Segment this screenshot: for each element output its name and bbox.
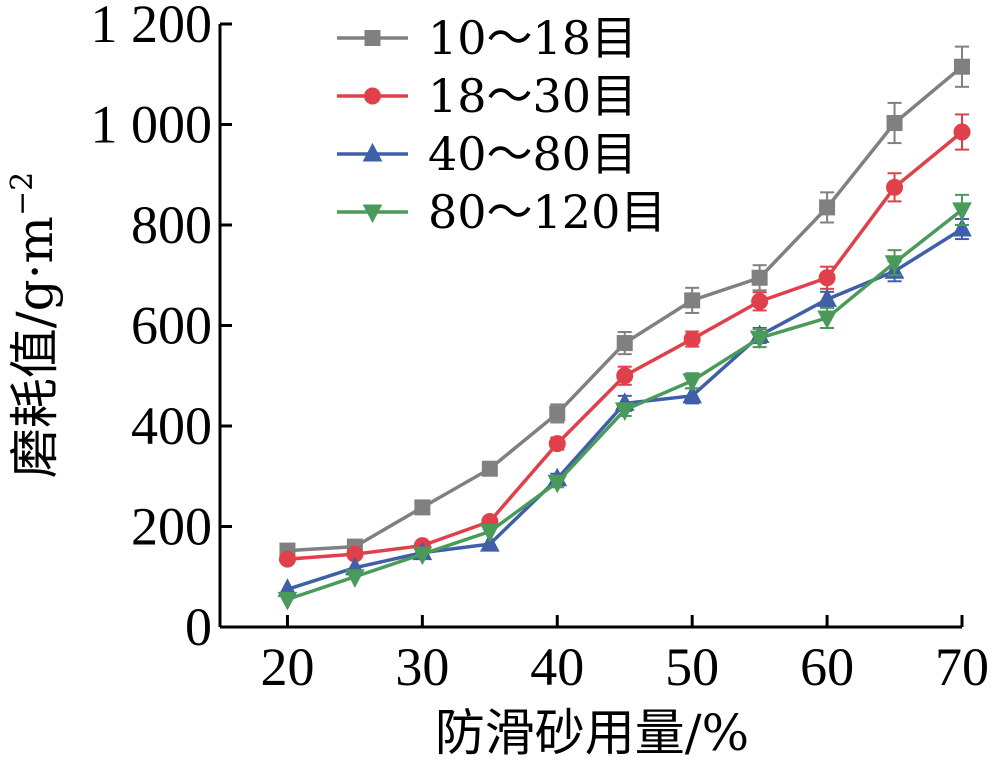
y-tick-label: 0	[185, 597, 212, 657]
y-tick-label: 600	[131, 296, 212, 356]
legend-item: 18～30目	[337, 69, 637, 123]
data-point	[751, 292, 769, 310]
data-point	[481, 460, 498, 477]
legend-item: 80～120目	[337, 185, 666, 239]
legend-item: 10～18目	[337, 11, 637, 65]
data-point	[952, 217, 972, 237]
series-4	[277, 193, 972, 611]
data-point	[817, 288, 837, 307]
data-point	[278, 550, 296, 568]
data-point	[884, 255, 905, 274]
data-point	[684, 292, 701, 309]
x-tick-label: 30	[395, 637, 449, 697]
data-point	[412, 546, 433, 566]
legend-label: 40～80目	[428, 127, 637, 181]
x-tick-label: 50	[665, 637, 719, 697]
x-axis-title: 防滑砂用量/%	[435, 704, 749, 760]
y-tick-label: 1 000	[91, 95, 213, 155]
series-layer	[277, 45, 972, 611]
data-point	[345, 569, 365, 588]
data-point	[817, 310, 837, 330]
data-point	[683, 330, 701, 348]
y-tick-label: 1 200	[91, 0, 213, 54]
legend-label: 80～120目	[428, 185, 666, 239]
y-tick-label: 400	[131, 396, 212, 456]
data-point	[886, 178, 904, 196]
x-tick-label: 60	[800, 637, 854, 697]
y-tick-label: 200	[131, 497, 212, 557]
data-point	[414, 499, 431, 516]
data-point	[954, 58, 970, 75]
data-point	[548, 435, 566, 453]
data-point	[886, 114, 903, 131]
data-point	[616, 367, 634, 385]
data-point	[277, 591, 298, 611]
legend-marker	[362, 204, 383, 224]
y-axis-title-main: 磨耗值/g·m	[6, 216, 64, 478]
data-point	[952, 202, 972, 221]
data-point	[547, 474, 568, 494]
axes: 0 200 400 600 800 1 000 1 200 20 30 40 50 60 70	[91, 0, 990, 697]
legend-marker	[364, 87, 381, 105]
data-point	[749, 330, 770, 350]
legend-label: 18～30目	[428, 69, 637, 123]
data-point	[682, 373, 703, 392]
x-tick-label: 40	[530, 637, 584, 697]
data-point	[819, 199, 836, 216]
data-point	[549, 405, 566, 422]
series-1	[279, 45, 970, 559]
y-tick-label: 800	[131, 195, 212, 255]
legend-marker	[364, 30, 381, 46]
data-point	[616, 335, 633, 352]
data-point	[818, 269, 836, 287]
x-tick-label: 70	[935, 637, 989, 697]
data-point	[953, 123, 971, 141]
y-axis-title: 磨耗值/g·m−2	[5, 172, 64, 478]
legend-label: 10～18目	[428, 11, 637, 65]
legend-marker	[362, 142, 383, 162]
data-point	[751, 269, 768, 286]
data-point	[479, 524, 500, 543]
data-point	[682, 384, 703, 404]
x-tick-label: 20	[260, 637, 314, 697]
data-point	[614, 402, 635, 421]
y-axis-title-sup: −2	[5, 172, 40, 216]
legend-item: 40～80目	[337, 127, 637, 181]
